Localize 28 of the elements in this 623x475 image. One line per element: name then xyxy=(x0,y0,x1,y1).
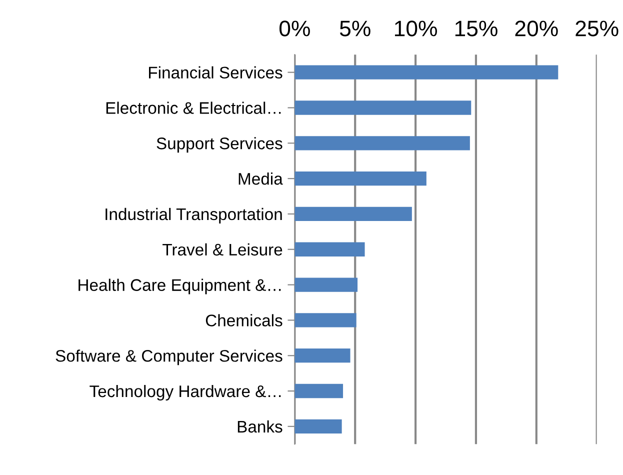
bar xyxy=(294,100,472,115)
bar xyxy=(294,171,426,186)
bar xyxy=(294,136,470,150)
y-tick-label: Support Services xyxy=(156,137,282,153)
x-tick-label: 20% xyxy=(515,20,558,36)
x-tick-label: 10% xyxy=(395,20,437,36)
y-tick-label: Software & Computer Services xyxy=(56,350,282,366)
bar xyxy=(294,206,412,222)
y-tick-label: Health Care Equipment &… xyxy=(78,278,281,294)
x-tick-label: 25% xyxy=(576,20,618,36)
bar xyxy=(294,65,558,80)
y-tick-label: Technology Hardware &… xyxy=(90,384,281,401)
y-tick-label: Media xyxy=(238,172,283,185)
x-tick-label: 15% xyxy=(455,20,498,36)
bar xyxy=(294,313,356,328)
bar xyxy=(294,242,365,256)
bar xyxy=(294,419,342,434)
y-tick-label: Banks xyxy=(238,420,282,433)
y-tick-label: Chemicals xyxy=(206,314,282,326)
bar xyxy=(294,278,358,292)
y-tick-label: Financial Services xyxy=(149,66,282,79)
y-tick-label: Electronic & Electrical… xyxy=(106,102,281,114)
y-tick-label: Travel & Leisure xyxy=(162,243,282,256)
x-tick-label: 5% xyxy=(340,20,370,36)
y-tick-label: Industrial Transportation xyxy=(106,208,282,224)
bar xyxy=(294,348,350,363)
bar xyxy=(294,384,344,398)
x-tick-label: 0% xyxy=(279,20,310,36)
